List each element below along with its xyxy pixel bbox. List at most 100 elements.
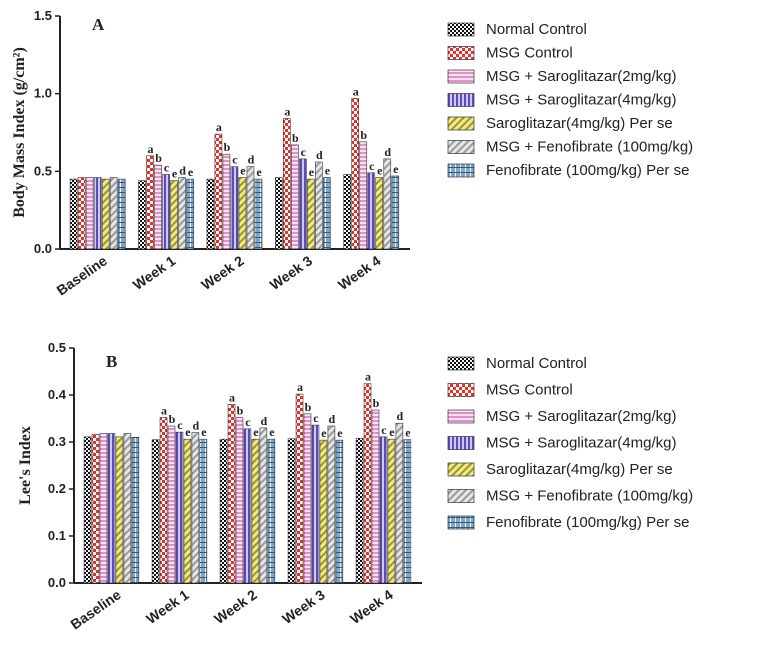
bar (214, 133, 223, 250)
bar (395, 422, 404, 584)
bar (251, 438, 260, 584)
bar (315, 161, 323, 250)
panel-letter: B (106, 352, 117, 371)
significance-label: a (365, 370, 371, 384)
bar (93, 177, 102, 250)
significance-label: e (256, 165, 262, 179)
significance-label: a (284, 105, 290, 119)
bar (351, 98, 360, 250)
bar (170, 180, 178, 250)
significance-label: b (169, 412, 176, 426)
significance-label: c (313, 411, 319, 425)
bar (131, 436, 140, 584)
bar (379, 436, 388, 584)
significance-label: d (329, 412, 336, 426)
bar (367, 172, 376, 250)
significance-label: e (393, 162, 399, 176)
significance-label: d (261, 414, 268, 428)
bar (383, 158, 392, 250)
bar (227, 404, 236, 584)
significance-label: b (360, 128, 367, 142)
y-tick-label: 0.1 (48, 528, 66, 543)
significance-label: a (161, 404, 167, 418)
bar (311, 424, 320, 584)
bar (295, 393, 304, 584)
legend-swatch (447, 515, 475, 530)
significance-label: a (297, 380, 303, 394)
significance-label: a (148, 142, 154, 156)
significance-label: e (389, 425, 395, 439)
legend-swatch (447, 46, 475, 60)
bar (238, 177, 247, 250)
significance-label: e (309, 165, 315, 179)
significance-label: e (172, 167, 178, 181)
significance-label: e (325, 164, 331, 178)
significance-label: c (301, 145, 307, 159)
legend-swatch (447, 163, 475, 178)
legend-swatch (447, 462, 475, 477)
bar (123, 433, 132, 584)
bar (77, 177, 86, 250)
x-category-label: Week 4 (347, 586, 396, 627)
bar (91, 434, 100, 584)
significance-label: d (193, 419, 200, 433)
y-tick-label: 0.2 (48, 481, 66, 496)
bar (146, 155, 154, 250)
y-axis-label: Lee's Index (17, 426, 34, 505)
significance-label: c (381, 423, 387, 437)
legend-label: Fenofibrate (100mg/kg) Per se (486, 162, 689, 179)
bar (175, 431, 184, 584)
y-axis-label: Body Mass Index (g/cm²) (11, 47, 28, 218)
x-category-label: Week 2 (198, 252, 247, 293)
legend-label: Saroglitazar(4mg/kg) Per se (486, 115, 673, 132)
legend-label: Normal Control (486, 21, 587, 38)
significance-label: e (188, 165, 194, 179)
bar (323, 177, 331, 250)
bar (246, 166, 255, 250)
significance-label: a (216, 120, 222, 134)
bar (159, 417, 168, 584)
bar (162, 174, 170, 250)
bar (167, 425, 176, 584)
bar (307, 178, 315, 250)
bar (219, 438, 228, 584)
legend-label: MSG + Saroglitazar(2mg/kg) (486, 68, 676, 85)
bar (287, 438, 296, 584)
bar (387, 438, 396, 584)
legend-swatch (447, 22, 475, 37)
x-category-label: Baseline (54, 252, 111, 298)
bar (107, 433, 116, 584)
bar (371, 409, 380, 584)
bar (235, 417, 244, 584)
panel-a-body-mass-index: 0.0 0.5 1.0 1.5 A Body Mass Index (g/cm²) Base… (11, 8, 693, 298)
significance-label: e (185, 425, 191, 439)
bar (191, 432, 200, 584)
bar (69, 178, 78, 250)
x-category-label: Baseline (67, 586, 124, 632)
bar (355, 437, 364, 584)
y-tick-label: 0.0 (34, 241, 52, 256)
bar (319, 439, 328, 584)
legend-label: MSG + Fenofibrate (100mg/kg) (486, 488, 693, 505)
significance-label: a (229, 390, 235, 404)
significance-label: c (245, 415, 251, 429)
significance-label: b (224, 140, 231, 154)
bar (138, 180, 146, 250)
bar (267, 438, 276, 584)
x-category-label: Week 3 (267, 252, 316, 293)
significance-label: e (377, 164, 383, 178)
x-category-label: Week 3 (279, 586, 328, 627)
bar (291, 144, 299, 250)
significance-label: e (201, 425, 207, 439)
legend-swatch (447, 409, 475, 424)
legend-label: MSG + Saroglitazar(2mg/kg) (486, 408, 676, 425)
bar (275, 177, 283, 250)
bar (391, 175, 400, 250)
x-category-label: Week 4 (335, 252, 384, 293)
y-tick-label: 1.0 (34, 86, 52, 101)
significance-label: c (164, 160, 170, 174)
bar (117, 178, 126, 250)
bar (335, 439, 344, 584)
bar (83, 436, 92, 584)
y-tick-label: 0.3 (48, 434, 66, 449)
